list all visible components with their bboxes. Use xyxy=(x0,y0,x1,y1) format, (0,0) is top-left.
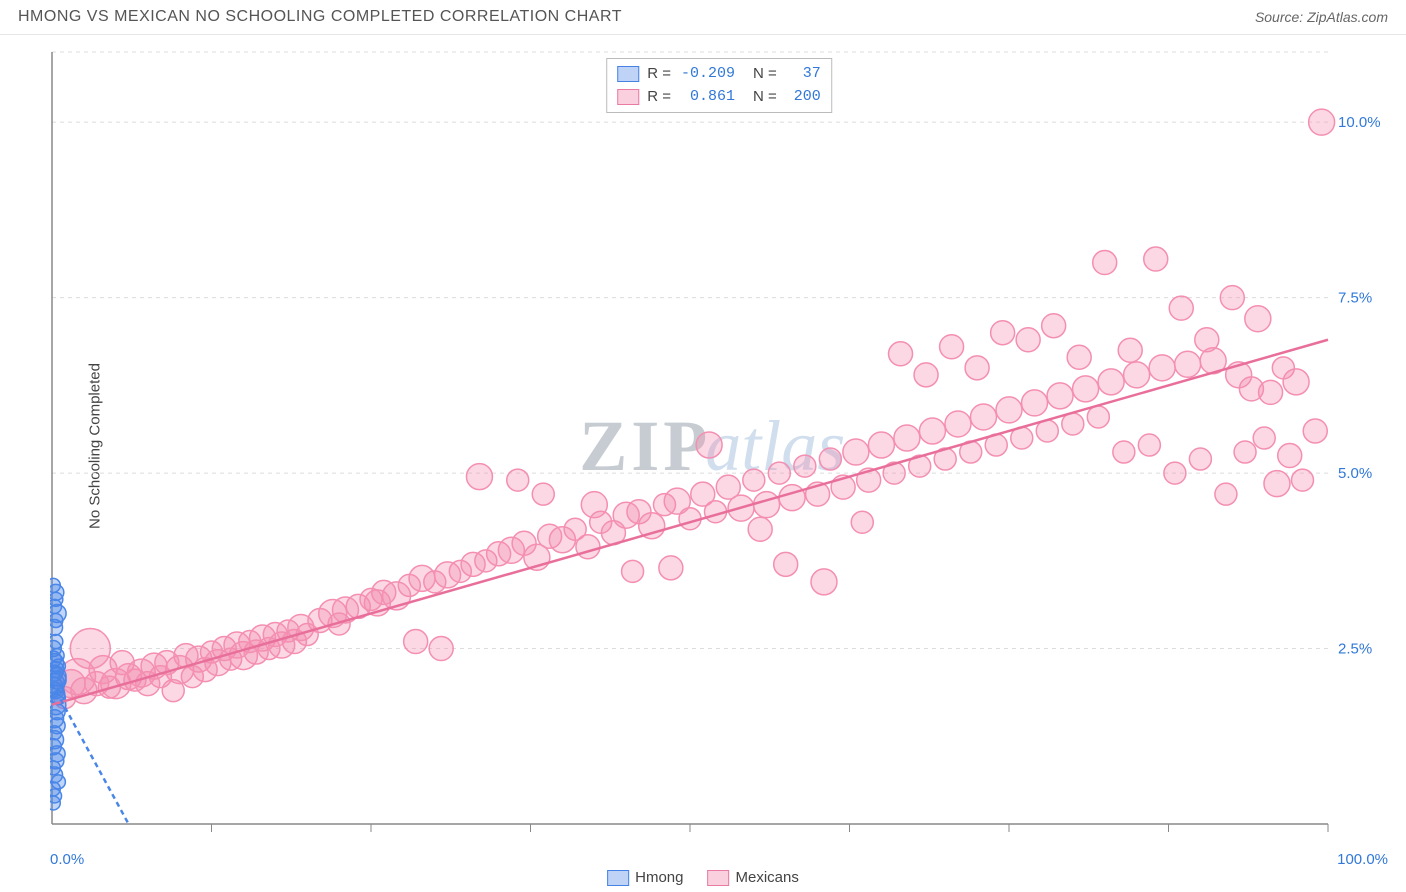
svg-text:5.0%: 5.0% xyxy=(1338,465,1372,482)
x-max-label: 100.0% xyxy=(1337,851,1388,868)
legend-item-hmong: Hmong xyxy=(607,869,683,886)
x-axis-labels: 0.0% 100.0% xyxy=(50,851,1388,868)
svg-text:10.0%: 10.0% xyxy=(1338,114,1381,131)
chart-title: HMONG VS MEXICAN NO SCHOOLING COMPLETED … xyxy=(18,8,622,26)
svg-text:2.5%: 2.5% xyxy=(1338,641,1372,658)
swatch-mexicans-icon xyxy=(617,89,639,105)
chart-header: HMONG VS MEXICAN NO SCHOOLING COMPLETED … xyxy=(0,0,1406,35)
n-value-mexicans: 200 xyxy=(785,86,821,109)
x-min-label: 0.0% xyxy=(50,851,84,868)
chart-area: 2.5%5.0%7.5%10.0%ZIPatlas R = -0.209 N =… xyxy=(50,50,1388,842)
legend-item-mexicans: Mexicans xyxy=(708,869,799,886)
svg-text:7.5%: 7.5% xyxy=(1338,290,1372,307)
swatch-hmong-icon xyxy=(607,870,629,886)
r-label: R = xyxy=(647,86,671,109)
r-value-mexicans: 0.861 xyxy=(679,86,735,109)
legend-stats-box: R = -0.209 N = 37 R = 0.861 N = 200 xyxy=(606,58,832,113)
legend-stats-row-1: R = -0.209 N = 37 xyxy=(617,63,821,86)
n-label: N = xyxy=(753,86,777,109)
legend-label-mexicans: Mexicans xyxy=(736,869,799,886)
r-label: R = xyxy=(647,63,671,86)
legend-stats-row-2: R = 0.861 N = 200 xyxy=(617,86,821,109)
scatter-plot: 2.5%5.0%7.5%10.0%ZIPatlas xyxy=(50,50,1388,842)
chart-source: Source: ZipAtlas.com xyxy=(1255,9,1388,25)
bottom-legend: Hmong Mexicans xyxy=(607,869,799,886)
legend-label-hmong: Hmong xyxy=(635,869,683,886)
swatch-mexicans-icon xyxy=(708,870,730,886)
n-value-hmong: 37 xyxy=(785,63,821,86)
r-value-hmong: -0.209 xyxy=(679,63,735,86)
n-label: N = xyxy=(753,63,777,86)
swatch-hmong-icon xyxy=(617,66,639,82)
